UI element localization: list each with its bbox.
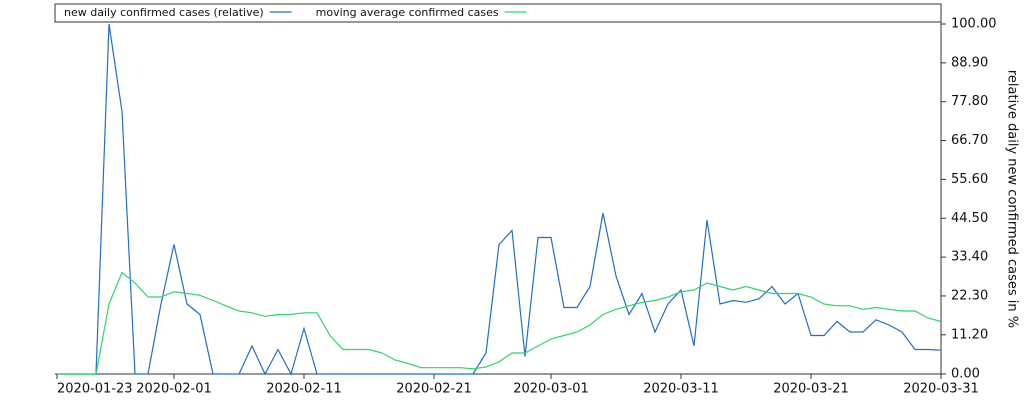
x-tick-label: 2020-02-21 bbox=[396, 382, 472, 397]
x-tick-label: 2020-02-11 bbox=[266, 382, 342, 397]
x-tick-label: 2020-02-01 bbox=[136, 382, 212, 397]
y-tick-label: 66.70 bbox=[951, 133, 988, 148]
x-tick-label: 2020-03-31 bbox=[903, 382, 979, 397]
y-tick-label: 11.20 bbox=[951, 327, 988, 342]
y-tick-label: 77.80 bbox=[951, 94, 988, 109]
y-tick-label: 22.30 bbox=[951, 288, 988, 303]
y-tick-label: 44.50 bbox=[951, 211, 988, 226]
y-tick-label: 33.40 bbox=[951, 250, 988, 265]
y-tick-label: 100.00 bbox=[951, 17, 997, 32]
x-tick-label: 2020-01-23 bbox=[57, 382, 133, 397]
x-tick-label: 2020-03-01 bbox=[513, 382, 589, 397]
legend-box bbox=[54, 3, 942, 23]
x-tick-label: 2020-03-11 bbox=[643, 382, 719, 397]
y-axis-label: relative daily new confirmed cases in % bbox=[1005, 70, 1020, 328]
y-tick-label: 55.60 bbox=[951, 172, 988, 187]
legend-label: new daily confirmed cases (relative) bbox=[64, 6, 264, 19]
y-tick-label: 0.00 bbox=[951, 367, 980, 382]
y-tick-label: 88.90 bbox=[951, 55, 988, 70]
legend-label: moving average confirmed cases bbox=[316, 6, 499, 19]
line-series bbox=[57, 271, 942, 375]
line-series bbox=[57, 23, 942, 376]
x-tick-label: 2020-03-21 bbox=[773, 382, 849, 397]
